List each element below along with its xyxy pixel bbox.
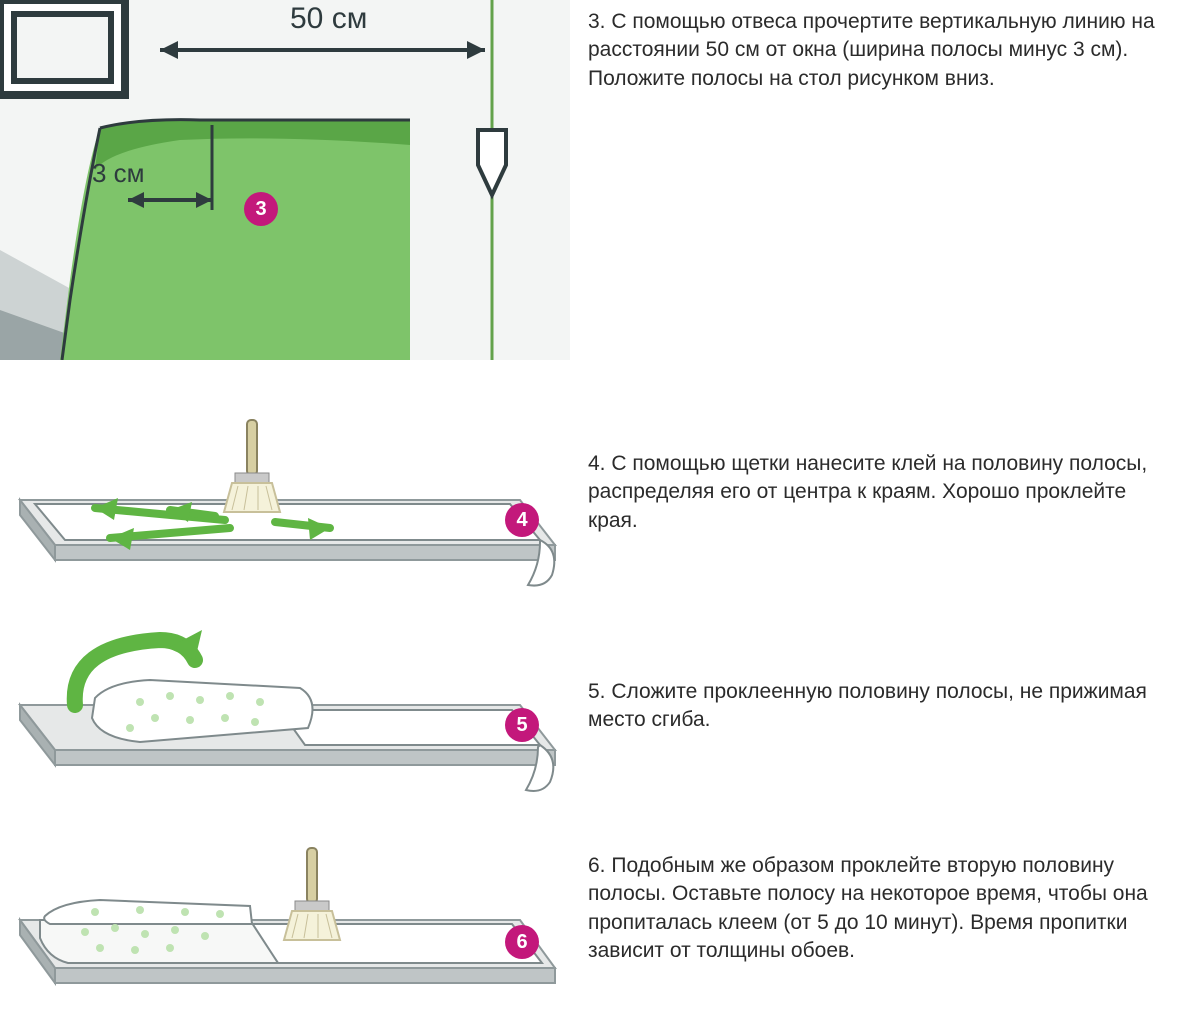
step-6-badge: 6 xyxy=(505,925,539,959)
step-6-row: 6 6. Подобным же образом проклейте втору… xyxy=(0,820,1200,1015)
step-6-text: 6. Подобным же образом проклейте вторую … xyxy=(570,820,1200,965)
step-6-illustration: 6 xyxy=(0,820,570,1015)
step-5-text: 5. Сложите проклеенную половину полосы, … xyxy=(570,610,1200,735)
step-6-number: 6 xyxy=(516,931,527,954)
step-5-number: 5 xyxy=(516,714,527,737)
step-4-number: 4 xyxy=(516,509,527,532)
step-3-badge: 3 xyxy=(244,192,278,226)
step-4-text: 4. С помощью щетки нанесите клей на поло… xyxy=(570,390,1200,535)
step-4-row: 4 4. С помощью щетки нанесите клей на по… xyxy=(0,390,1200,590)
step-4-illustration: 4 xyxy=(0,390,570,590)
step-3-illustration: 50 см 3 см 3 xyxy=(0,0,570,360)
step-5-badge: 5 xyxy=(505,708,539,742)
step-5-row: 5 5. Сложите проклеенную половину полосы… xyxy=(0,610,1200,795)
label-3cm: 3 см xyxy=(92,158,145,189)
step-3-number: 3 xyxy=(255,198,266,221)
label-50cm: 50 см xyxy=(290,2,367,36)
step-5-illustration: 5 xyxy=(0,610,570,795)
step-4-badge: 4 xyxy=(505,503,539,537)
step-3-text: 3. С помощью отвеса прочертите вертикаль… xyxy=(570,0,1200,93)
step-3-row: 50 см 3 см 3 3. С помощью отвеса прочерт… xyxy=(0,0,1200,360)
